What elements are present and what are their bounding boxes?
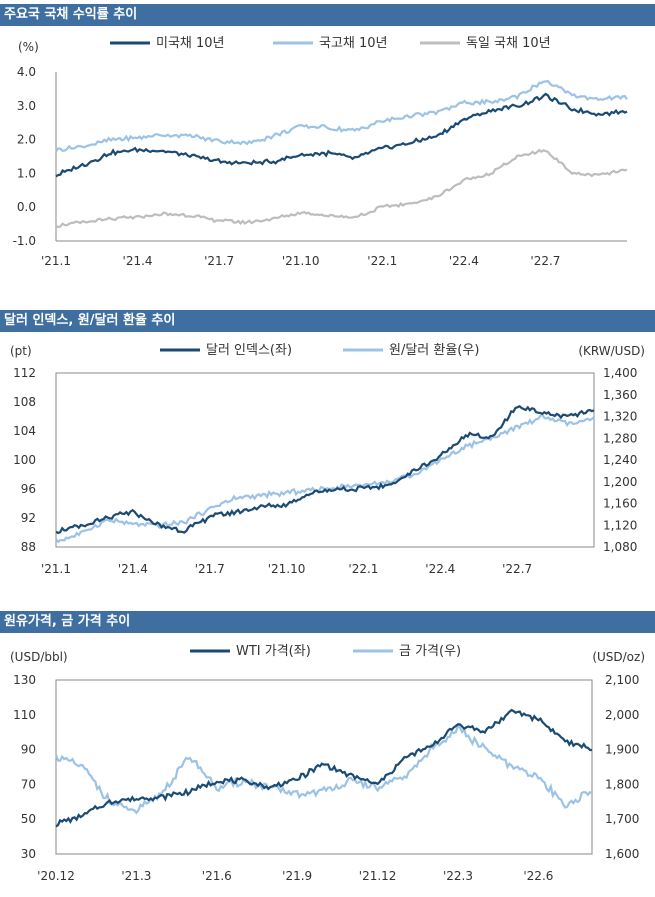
y-unit-right: (USD/oz) [592, 650, 645, 664]
y-right-tick-label: 1,320 [603, 410, 637, 424]
y-tick-label: 2.0 [17, 133, 36, 147]
y-right-tick-label: 1,600 [605, 847, 639, 861]
x-tick-label: '21.1 [41, 254, 71, 268]
plot-frame [55, 679, 593, 855]
y-unit-left: (pt) [10, 344, 32, 358]
series-line-1 [55, 79, 628, 153]
x-tick-label: '22.4 [425, 562, 455, 576]
legend-label-kr: 국고채 10년 [319, 36, 388, 51]
y-left-tick-label: 112 [13, 366, 36, 380]
y-left-tick-label: 70 [21, 777, 36, 791]
y-tick-label: 4.0 [17, 65, 36, 79]
y-unit-left: (USD/bbl) [10, 650, 68, 664]
x-tick-label: '22.4 [449, 254, 479, 268]
dollar-index-chart: (pt) (KRW/USD) 달러 인덱스(좌) 원/달러 환율(우) 112 108 10… [10, 343, 645, 576]
y-right-tick-label: 1,700 [605, 812, 639, 826]
series-line-dxy [55, 405, 595, 535]
y-left-tick-label: 92 [21, 511, 36, 525]
treasury-yield-chart: (%) 미국채 10년 국고채 10년 독일 국채 10년 4.0 3.0 2.0 1.0 0.… [13, 36, 628, 268]
y-left-tick-label: 50 [21, 812, 36, 826]
y-left-tick-label: 108 [13, 395, 36, 409]
x-tick-label: '22.1 [367, 254, 397, 268]
panel1-title: 주요국 국채 수익률 추이 [0, 4, 655, 26]
y-left-tick-label: 30 [21, 847, 36, 861]
oil-gold-chart: (USD/bbl) (USD/oz) WTI 가격(좌) 금 가격(우) 130 110 9… [10, 644, 645, 883]
y-tick-label: 1.0 [17, 166, 36, 180]
y-left-tick-label: 96 [21, 482, 36, 496]
series-line-0 [55, 92, 628, 178]
x-tick-label: '22.7 [502, 562, 532, 576]
series-line-gold [54, 722, 593, 815]
y-unit-right: (KRW/USD) [578, 344, 645, 358]
x-tick-label: '21.3 [121, 869, 151, 883]
y-tick-label: 3.0 [17, 99, 36, 113]
panel2-title: 달러 인덱스, 원/달러 환율 추이 [0, 310, 655, 332]
y-right-tick-label: 1,160 [603, 497, 637, 511]
legend-label-gold: 금 가격(우) [399, 644, 461, 659]
y-right-tick-label: 1,280 [603, 431, 637, 445]
y-right-tick-label: 1,240 [603, 453, 637, 467]
y-tick-label: -1.0 [13, 234, 36, 248]
x-tick-label: '20.12 [37, 869, 75, 883]
x-tick-label: '21.7 [195, 562, 225, 576]
series-line-wti [55, 708, 593, 828]
y-left-tick-label: 90 [21, 743, 36, 757]
y-right-tick-label: 1,400 [603, 366, 637, 380]
x-tick-label: '21.1 [41, 562, 71, 576]
y-right-tick-label: 1,360 [603, 388, 637, 402]
y-unit-label: (%) [18, 40, 39, 54]
legend-label-wti: WTI 가격(좌) [236, 644, 311, 659]
x-tick-label: '21.10 [282, 254, 320, 268]
x-tick-label: '21.12 [359, 869, 397, 883]
series-line-2 [55, 148, 628, 229]
y-left-tick-label: 88 [21, 540, 36, 554]
x-tick-label: '22.6 [523, 869, 553, 883]
x-tick-label: '22.1 [348, 562, 378, 576]
y-left-tick-label: 104 [13, 424, 36, 438]
panel3-title: 원유가격, 금 가격 추이 [0, 611, 655, 633]
x-tick-label: '22.3 [443, 869, 473, 883]
y-right-tick-label: 1,200 [603, 475, 637, 489]
y-right-tick-label: 2,100 [605, 673, 639, 687]
legend-label-us: 미국채 10년 [156, 36, 225, 51]
y-right-tick-label: 1,120 [603, 518, 637, 532]
x-tick-label: '21.4 [118, 562, 148, 576]
y-right-tick-label: 1,900 [605, 743, 639, 757]
x-tick-label: '22.7 [530, 254, 560, 268]
y-right-tick-label: 1,800 [605, 777, 639, 791]
x-tick-label: '21.4 [123, 254, 153, 268]
series-line-krw [55, 412, 595, 544]
x-tick-label: '21.9 [282, 869, 312, 883]
y-tick-label: 0.0 [17, 200, 36, 214]
x-tick-label: '21.6 [202, 869, 232, 883]
y-left-tick-label: 130 [13, 673, 36, 687]
x-tick-label: '21.7 [204, 254, 234, 268]
legend-label-de: 독일 국채 10년 [466, 36, 551, 51]
legend-label-krw: 원/달러 환율(우) [389, 343, 479, 358]
x-tick-label: '21.10 [268, 562, 306, 576]
y-left-tick-label: 110 [13, 708, 36, 722]
y-left-tick-label: 100 [13, 453, 36, 467]
y-right-tick-label: 1,080 [603, 540, 637, 554]
plot-frame [55, 372, 595, 548]
y-right-tick-label: 2,000 [605, 708, 639, 722]
legend-label-dxy: 달러 인덱스(좌) [206, 343, 292, 358]
